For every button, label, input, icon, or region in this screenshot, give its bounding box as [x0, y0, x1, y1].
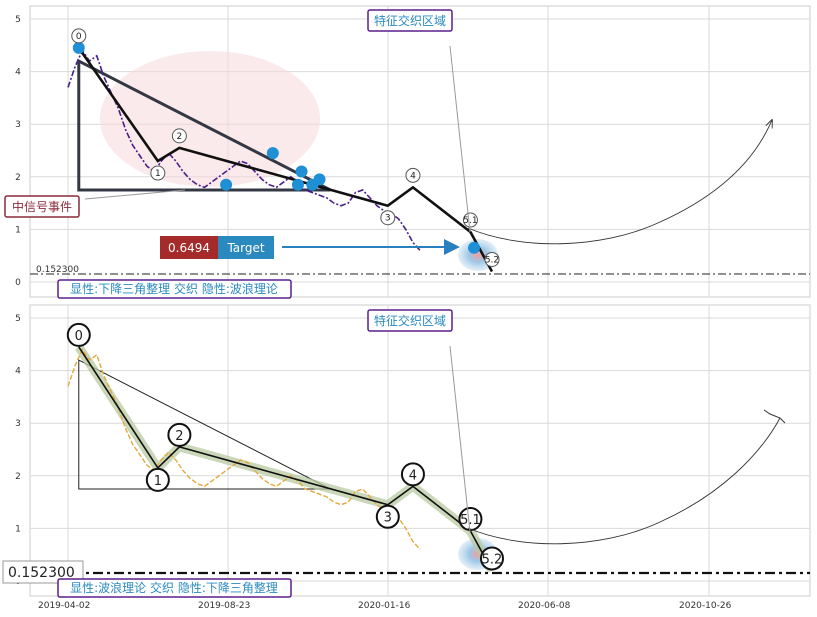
- wave-label-text: 2: [177, 132, 183, 142]
- bottom-price-level-label: 0.152300: [8, 565, 75, 581]
- signal-label: 中信号事件: [12, 199, 72, 214]
- target-value-box: [160, 236, 218, 259]
- wave-label-circle: [167, 422, 192, 447]
- wave-label-circle: [405, 167, 421, 183]
- x-tick-label: 2020-01-16: [358, 601, 411, 611]
- top-panel: 0 1 2 3 4 5 0 1 2 3 4 5.1 5.2 0.152300 特征交织区域 中信号事件…: [4, 5, 811, 299]
- wave-label-text: 4: [410, 171, 416, 181]
- wave-label-circle: [380, 210, 396, 226]
- y-tick-label: 2: [15, 472, 21, 482]
- wave-label-text: 3: [384, 511, 392, 526]
- price-series-line: [67, 48, 421, 251]
- wave-label-circle: [484, 251, 500, 267]
- event-markers: [72, 41, 481, 254]
- event-marker: [295, 165, 308, 178]
- target-label-box: [218, 236, 274, 259]
- bottom-price-label-box: [2, 560, 84, 584]
- y-tick-label: 3: [15, 419, 21, 429]
- bottom-descending-triangle: [78, 359, 331, 490]
- wave-label-text: 1: [155, 169, 161, 179]
- wave-label-text: 3: [385, 214, 391, 224]
- event-marker: [468, 241, 481, 254]
- wave-label-circle: [400, 462, 425, 487]
- signal-pointer: [84, 189, 186, 200]
- bottom-zone-label: 特征交织区域: [374, 313, 446, 328]
- bottom-footer-label: 显性:波浪理论 交织 隐性:下降三角整理: [70, 580, 278, 595]
- y-tick-label: 3: [15, 120, 21, 130]
- wave-label-circle: [71, 28, 87, 44]
- bottom-zone-label-box: [367, 309, 453, 332]
- zone-label: 特征交织区域: [374, 13, 446, 28]
- bottom-zone-pointer: [449, 345, 471, 533]
- event-marker: [72, 41, 85, 54]
- bottom-projection-curve: [467, 417, 781, 545]
- target-label: Target: [226, 241, 264, 255]
- x-tick-label: 2019-04-02: [38, 601, 90, 611]
- signal-label-box: [4, 195, 80, 218]
- wave-label-circle: [171, 128, 187, 144]
- x-tick-labels: 2019-04-02 2019-08-23 2020-01-16 2020-06-08…: [38, 601, 732, 611]
- wave-label-text: 1: [154, 474, 162, 489]
- price-level-label: 0.152300: [36, 265, 79, 275]
- bottom-panel: 0 1 2 3 4 5 2019-04-02 2019-08-23 2020-01-16 202…: [2, 304, 811, 611]
- y-tick-label: 4: [15, 367, 21, 377]
- wave-label-text: 2: [175, 429, 183, 444]
- x-tick-label: 2020-06-08: [518, 601, 571, 611]
- event-marker: [220, 178, 233, 191]
- wave-path-line: [77, 47, 494, 273]
- y-tick-label: 5: [15, 15, 21, 25]
- top-y-tick-labels: 0 1 2 3 4 5: [15, 15, 21, 288]
- y-tick-label: 5: [15, 314, 21, 324]
- zone-label-box: [367, 9, 453, 32]
- event-marker: [266, 147, 279, 160]
- y-tick-label: 1: [15, 225, 21, 235]
- zone-pointer: [449, 45, 471, 233]
- event-marker: [313, 173, 326, 186]
- y-tick-label: 1: [15, 524, 21, 534]
- y-tick-label: 2: [15, 173, 21, 183]
- wave-label-circle: [480, 546, 504, 571]
- wave-label-circle: [66, 322, 91, 347]
- wave-label-text: 5.2: [485, 255, 499, 265]
- wave-label-circle: [375, 504, 400, 529]
- triangle-outline: [77, 58, 331, 192]
- wave-labels: 0 1 2 3 4 5.1 5.2: [71, 28, 500, 267]
- x-tick-label: 2020-10-26: [679, 601, 732, 611]
- projection-end-mark: [763, 409, 786, 424]
- x-tick-label: 2019-08-23: [198, 601, 250, 611]
- target-value: 0.6494: [168, 241, 210, 255]
- top-footer-label: 显性:下降三角整理 交织 隐性:波浪理论: [70, 281, 278, 296]
- wave-label-circle: [145, 467, 170, 492]
- wave-label-circle: [458, 507, 483, 532]
- bottom-footer-box: [57, 578, 292, 598]
- pattern-ellipse: [100, 51, 320, 187]
- event-marker: [291, 178, 304, 191]
- triangle-outline: [78, 359, 331, 490]
- bottom-wave-labels: 0 1 2 3 4 5.1 5.2: [66, 322, 504, 571]
- wave-label-text: 5.1: [463, 216, 477, 226]
- top-footer-box: [57, 279, 292, 299]
- wave-label-text: 5.2: [482, 552, 503, 567]
- wave-label-text: 0: [76, 32, 82, 42]
- y-tick-label: 0: [15, 278, 21, 288]
- descending-triangle: [77, 58, 331, 192]
- wave-label-circle: [462, 212, 478, 228]
- bottom-price-series-line: [67, 348, 421, 550]
- bottom-plot-frame: [29, 304, 811, 597]
- wave-label-circle: [150, 165, 166, 181]
- wave-label-text: 0: [75, 329, 83, 344]
- y-tick-label: 4: [15, 68, 21, 78]
- wave-label-text: 4: [409, 468, 417, 483]
- projection-curve: [467, 120, 772, 245]
- wave-label-text: 5.1: [460, 513, 481, 528]
